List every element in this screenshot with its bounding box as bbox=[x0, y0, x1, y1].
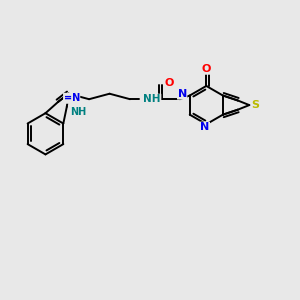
Text: =N: =N bbox=[64, 93, 80, 103]
Text: N: N bbox=[178, 89, 187, 99]
Text: O: O bbox=[164, 78, 174, 88]
Text: NH: NH bbox=[143, 94, 161, 104]
Text: NH: NH bbox=[70, 107, 86, 117]
Text: S: S bbox=[252, 100, 260, 110]
Text: O: O bbox=[202, 64, 211, 74]
Text: N: N bbox=[200, 122, 209, 132]
